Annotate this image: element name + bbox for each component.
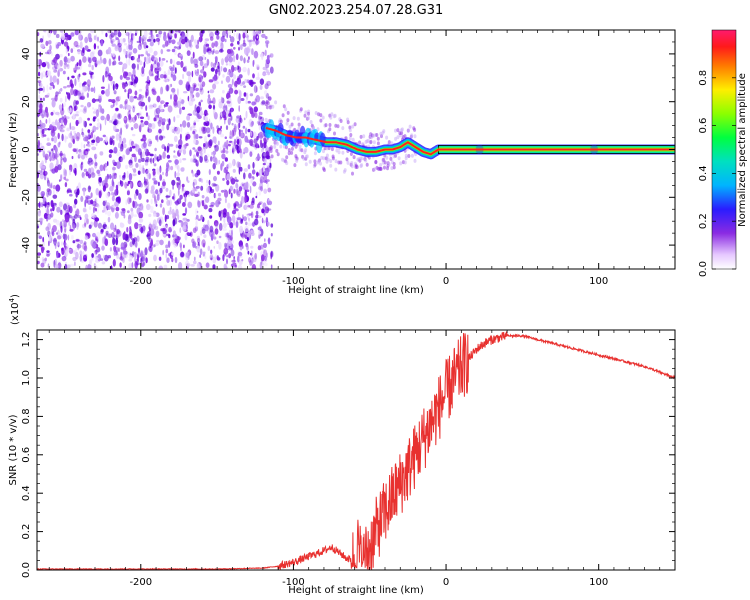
colorbar: 0.0 0.2 0.4 0.6 0.8 Normalized spectral ampl… <box>698 29 748 277</box>
y-tick-label: 0.4 <box>21 485 32 501</box>
x-tick-label: -100 <box>282 276 305 287</box>
x-tick-label: 100 <box>589 276 608 287</box>
y-tick-label: 40 <box>21 48 32 61</box>
x-tick-label: -100 <box>282 577 305 588</box>
spectrogram-y-label: Frequency (Hz) <box>8 112 19 188</box>
y-tick-label: 20 <box>21 95 32 108</box>
y-tick-label: 0.8 <box>21 408 32 424</box>
x-tick-label: 0 <box>443 276 449 287</box>
y-tick-label: -20 <box>21 189 32 205</box>
frequency-trace <box>265 127 675 156</box>
snr-series-line <box>37 331 675 570</box>
y-tick-label: 1.2 <box>21 332 32 348</box>
x-axis-ticks: -200 -100 0 100 <box>48 30 676 287</box>
x-tick-label: 100 <box>589 577 608 588</box>
y-tick-label: 1.0 <box>21 370 32 386</box>
colorbar-tick-label: 0.2 <box>698 213 709 229</box>
x-tick-label: -200 <box>129 577 152 588</box>
colorbar-ticks: 0.0 0.2 0.4 0.6 0.8 <box>698 70 736 277</box>
snr-y-label: SNR (10 * v/v) <box>8 414 19 485</box>
colorbar-tick-label: 0.8 <box>698 70 709 86</box>
y-tick-label: 0.2 <box>21 524 32 540</box>
colorbar-tick-label: 0.6 <box>698 118 709 134</box>
x-tick-label: -200 <box>129 276 152 287</box>
colorbar-tick-label: 0.4 <box>698 165 709 181</box>
y-axis-ticks: -40 -20 0 20 40 <box>21 29 675 270</box>
y-tick-label: -40 <box>21 237 32 253</box>
colorbar-gradient <box>711 29 737 270</box>
snr-frame <box>36 329 676 571</box>
x-tick-label: 0 <box>443 577 449 588</box>
y-tick-label: 0 <box>21 146 32 152</box>
x-axis-ticks: -200 -100 0 100 <box>48 330 676 588</box>
spectrogram-x-label: Height of straight line (km) <box>288 285 424 296</box>
snr-x-label: Height of straight line (km) <box>288 585 424 596</box>
colorbar-tick-label: 0.0 <box>698 261 709 277</box>
noise-region <box>37 30 274 269</box>
snr-panel: -200 -100 0 100 0.0 0.2 0.4 0.6 0.8 1.0 1.2 Heigh… <box>8 294 676 596</box>
figure-title: GN02.2023.254.07.28.G31 <box>269 3 444 18</box>
colorbar-label: Normalized spectral amplitude <box>737 73 748 227</box>
y-tick-label: 0.0 <box>21 562 32 578</box>
y-axis-ticks: 0.0 0.2 0.4 0.6 0.8 1.0 1.2 <box>21 332 675 578</box>
signal-band <box>260 99 675 176</box>
snr-scale-label: (x104) <box>8 294 21 325</box>
y-tick-label: 0.6 <box>21 447 32 463</box>
